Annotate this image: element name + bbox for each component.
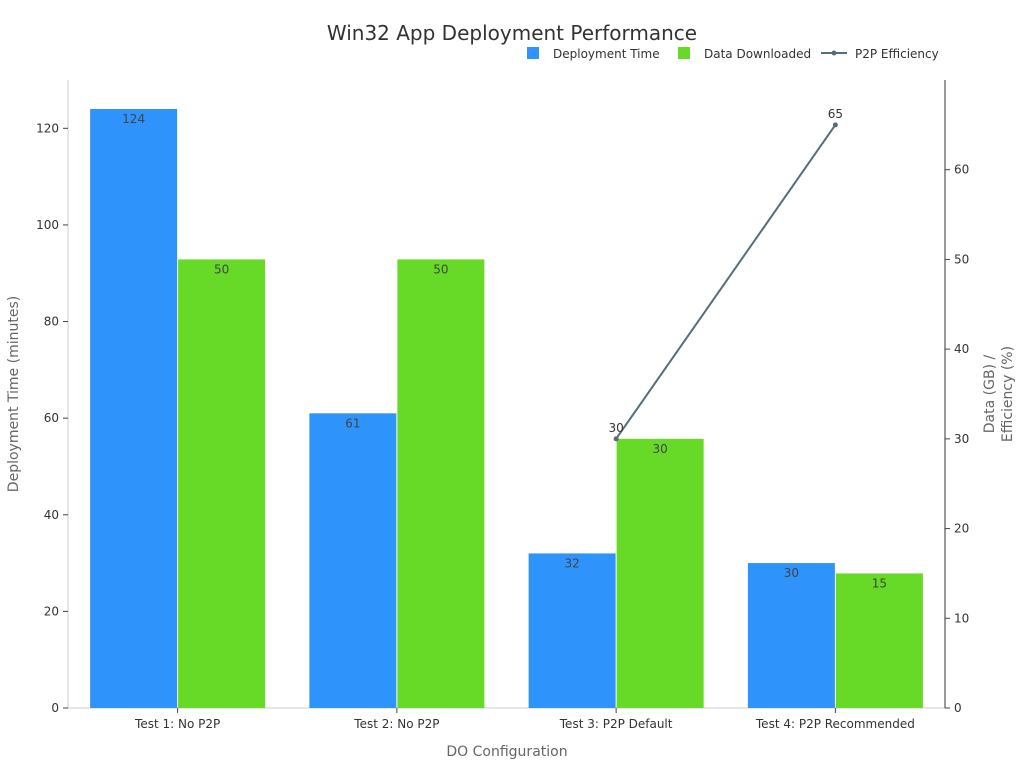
y-tick-right-label-10: 10 xyxy=(954,611,969,625)
line-p2p-efficiency xyxy=(615,124,837,440)
legend-label-p2p-efficiency: P2P Efficiency xyxy=(855,47,939,61)
point-p2p-efficiency-3 xyxy=(613,436,619,442)
legend-swatch-deployment-time xyxy=(527,47,539,59)
y-tick-left-label-40: 40 xyxy=(44,508,59,522)
y-tick-right-label-30: 30 xyxy=(954,432,969,446)
y-tick-right-label-0: 0 xyxy=(954,701,962,715)
point-label-p2p-efficiency-3: 30 xyxy=(608,421,623,435)
x-ticks: Test 1: No P2P Test 2: No P2P Test 3: P2P … xyxy=(134,708,915,731)
bar-label-data-downloaded-2: 50 xyxy=(433,262,448,276)
bar-label-deployment-time-1: 124 xyxy=(122,112,145,126)
y-ticks-right: 0 10 20 30 40 50 60 xyxy=(945,163,969,715)
y-axis-title-right-line-2: Efficiency (%) xyxy=(1000,346,1016,442)
bar-label-deployment-time-3: 32 xyxy=(564,556,579,570)
chart-title: Win32 App Deployment Performance xyxy=(327,21,697,45)
y-tick-left-label-120: 120 xyxy=(36,121,59,135)
bar-data-downloaded-3 xyxy=(616,438,704,708)
y-axis-title-right-line-1: Data (GB) / xyxy=(982,355,998,434)
bar-data-downloaded-1 xyxy=(178,259,266,708)
bar-deployment-time-1 xyxy=(90,108,178,708)
point-label-p2p-efficiency-4: 65 xyxy=(828,107,843,121)
bar-deployment-time-2 xyxy=(309,413,397,708)
x-tick-label-test-3-p2p-default: Test 3: P2P Default xyxy=(559,717,673,731)
x-axis-title: DO Configuration xyxy=(446,744,567,760)
x-tick-label-test-2-no-p2p: Test 2: No P2P xyxy=(353,717,439,731)
bar-label-data-downloaded-3: 30 xyxy=(652,442,667,456)
x-tick-label-test-1-no-p2p: Test 1: No P2P xyxy=(134,717,220,731)
legend-swatch-data-downloaded xyxy=(678,47,690,59)
y-tick-right-label-40: 40 xyxy=(954,342,969,356)
bar-data-downloaded-2 xyxy=(397,259,485,708)
legend-label-deployment-time: Deployment Time xyxy=(553,47,660,61)
y-tick-right-label-50: 50 xyxy=(954,252,969,266)
y-tick-right-label-20: 20 xyxy=(954,522,969,536)
x-tick-label-test-4-p2p-recommended: Test 4: P2P Recommended xyxy=(755,717,915,731)
y-axis-title-left: Deployment Time (minutes) xyxy=(6,296,22,492)
bar-label-deployment-time-2: 61 xyxy=(345,416,360,430)
y-tick-left-label-60: 60 xyxy=(44,411,59,425)
legend-label-data-downloaded: Data Downloaded xyxy=(704,47,811,61)
bar-labels: 124 50 61 50 32 30 30 15 xyxy=(122,112,887,590)
y-ticks-left: 0 20 40 60 80 100 120 xyxy=(36,121,68,715)
bar-label-data-downloaded-1: 50 xyxy=(214,262,229,276)
y-tick-left-label-0: 0 xyxy=(51,701,59,715)
line-series: 30 65 xyxy=(608,107,843,442)
y-tick-left-label-20: 20 xyxy=(44,604,59,618)
bar-label-data-downloaded-4: 15 xyxy=(872,576,887,590)
y-tick-right-label-60: 60 xyxy=(954,163,969,177)
legend-marker-p2p-efficiency xyxy=(831,50,837,56)
legend: Deployment Time Data Downloaded P2P Effi… xyxy=(527,47,939,61)
bars xyxy=(90,108,923,708)
point-p2p-efficiency-4 xyxy=(832,122,838,128)
bar-label-deployment-time-4: 30 xyxy=(784,566,799,580)
bar-deployment-time-4 xyxy=(747,563,835,708)
y-tick-left-label-80: 80 xyxy=(44,315,59,329)
y-tick-left-label-100: 100 xyxy=(36,218,59,232)
bar-deployment-time-3 xyxy=(528,553,616,708)
bar-data-downloaded-4 xyxy=(835,573,923,708)
